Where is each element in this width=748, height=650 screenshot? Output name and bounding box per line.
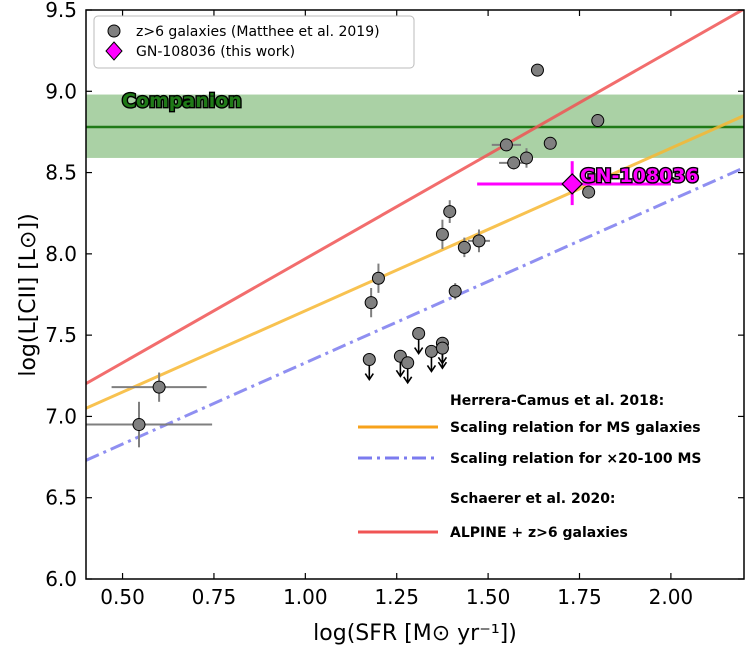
data-point — [371, 271, 385, 285]
y-tick-label: 6.0 — [45, 567, 77, 591]
upper-limit-point — [424, 344, 438, 358]
data-points — [86, 63, 605, 448]
upper-limit-point — [412, 327, 426, 341]
data-point — [435, 227, 449, 241]
y-tick-label: 6.5 — [45, 486, 77, 510]
data-point — [443, 205, 457, 219]
legend-circle-marker — [107, 24, 121, 38]
y-tick-label: 8.0 — [45, 242, 77, 266]
legend-diamond-marker — [105, 41, 123, 61]
data-point — [448, 284, 462, 298]
data-point — [364, 296, 378, 310]
data-point — [152, 380, 166, 394]
relations-legend: Herrera-Camus et al. 2018: Scaling relat… — [358, 393, 702, 541]
alpine-legend-label: ALPINE + z>6 galaxies — [450, 525, 628, 541]
data-point — [507, 156, 521, 170]
x-tick-label: 1.50 — [466, 585, 511, 609]
upper-limit-arrowhead — [426, 364, 437, 373]
data-point — [457, 240, 471, 254]
data-point — [582, 185, 596, 199]
upper-limit-arrowhead — [364, 373, 374, 381]
herrera-heading: Herrera-Camus et al. 2018: — [450, 393, 664, 409]
x-tick-label: 2.00 — [649, 585, 694, 609]
target-diamond — [561, 173, 584, 195]
alpine-relation-line — [86, 10, 744, 385]
upper-limit-arrowhead — [437, 361, 448, 370]
y-tick-label: 9.5 — [45, 0, 77, 22]
schaerer-heading: Schaerer et al. 2020: — [450, 491, 616, 507]
legend-box — [93, 15, 415, 69]
y-tick-label: 9.0 — [45, 79, 77, 103]
data-point — [591, 114, 605, 128]
upper-limit-arrowhead — [413, 347, 424, 355]
y-axis-ticks: 6.0 6.5 7.0 7.5 8.0 8.5 9.0 9.5 — [45, 0, 744, 591]
x-tick-label: 0.50 — [100, 585, 145, 609]
gn-108036-point — [477, 161, 671, 206]
x-tick-label: 0.75 — [192, 585, 237, 609]
x-axis-label: log(SFR [M⊙ yr⁻¹]) — [313, 621, 517, 646]
x-tick-label: 1.25 — [374, 585, 419, 609]
gn-108036-label: GN-108036 — [580, 165, 699, 187]
x-tick-label: 1.75 — [557, 585, 602, 609]
y-tick-label: 8.5 — [45, 161, 77, 185]
data-point — [519, 151, 533, 165]
data-point — [530, 63, 544, 77]
upper-limit-point — [362, 353, 376, 367]
ms-relation-line — [86, 114, 744, 410]
upper-limit-point — [435, 341, 449, 355]
y-axis-label: log(L[CII] [L⊙]) — [16, 213, 41, 376]
upper-limit-point — [401, 356, 415, 370]
legend: z>6 galaxies (Matthee et al. 2019) GN-10… — [93, 15, 415, 69]
upper-limit-arrowhead — [395, 369, 406, 378]
x20-100-ms-relation-line — [86, 166, 744, 462]
x-tick-label: 1.00 — [283, 585, 328, 609]
data-point — [132, 418, 146, 432]
x-axis-ticks: 0.50 0.75 1.00 1.25 1.50 1.75 2.00 — [100, 10, 693, 609]
ms-legend-label: Scaling relation for MS galaxies — [450, 420, 701, 436]
legend-label-z6: z>6 galaxies (Matthee et al. 2019) — [136, 24, 380, 40]
x20-legend-label: Scaling relation for ×20-100 MS — [450, 451, 702, 467]
y-tick-label: 7.0 — [45, 404, 77, 428]
data-point — [543, 136, 557, 150]
y-tick-label: 7.5 — [45, 323, 77, 347]
upper-limit-arrowhead — [403, 376, 413, 385]
data-point — [472, 234, 486, 248]
legend-label-gn: GN-108036 (this work) — [136, 44, 295, 60]
data-point — [499, 138, 513, 152]
plot-frame — [85, 9, 745, 580]
companion-label: Companion — [122, 90, 242, 112]
